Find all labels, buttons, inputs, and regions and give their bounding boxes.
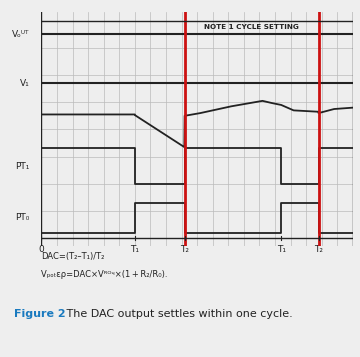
Text: Figure 2: Figure 2	[14, 309, 66, 319]
Text: Vₒᵁᵀ: Vₒᵁᵀ	[12, 30, 30, 39]
Text: T₂: T₂	[180, 245, 189, 254]
Text: The DAC output settles within one cycle.: The DAC output settles within one cycle.	[63, 309, 293, 319]
Text: T₂: T₂	[314, 245, 323, 254]
Text: Vₚₒₜερ=DAC×Vᴿᴼᶣ×(1 + R₂/R₀).: Vₚₒₜερ=DAC×Vᴿᴼᶣ×(1 + R₂/R₀).	[41, 270, 168, 278]
Text: V₁: V₁	[20, 79, 30, 88]
Text: DAC=(T₂–T₁)/T₂: DAC=(T₂–T₁)/T₂	[41, 252, 105, 261]
Text: PT₁: PT₁	[15, 162, 30, 171]
Text: PT₀: PT₀	[15, 213, 30, 222]
Text: T₁: T₁	[130, 245, 139, 254]
Text: T₁: T₁	[277, 245, 286, 254]
Text: 0: 0	[39, 245, 44, 254]
Text: NOTE 1 CYCLE SETTING: NOTE 1 CYCLE SETTING	[204, 24, 299, 30]
